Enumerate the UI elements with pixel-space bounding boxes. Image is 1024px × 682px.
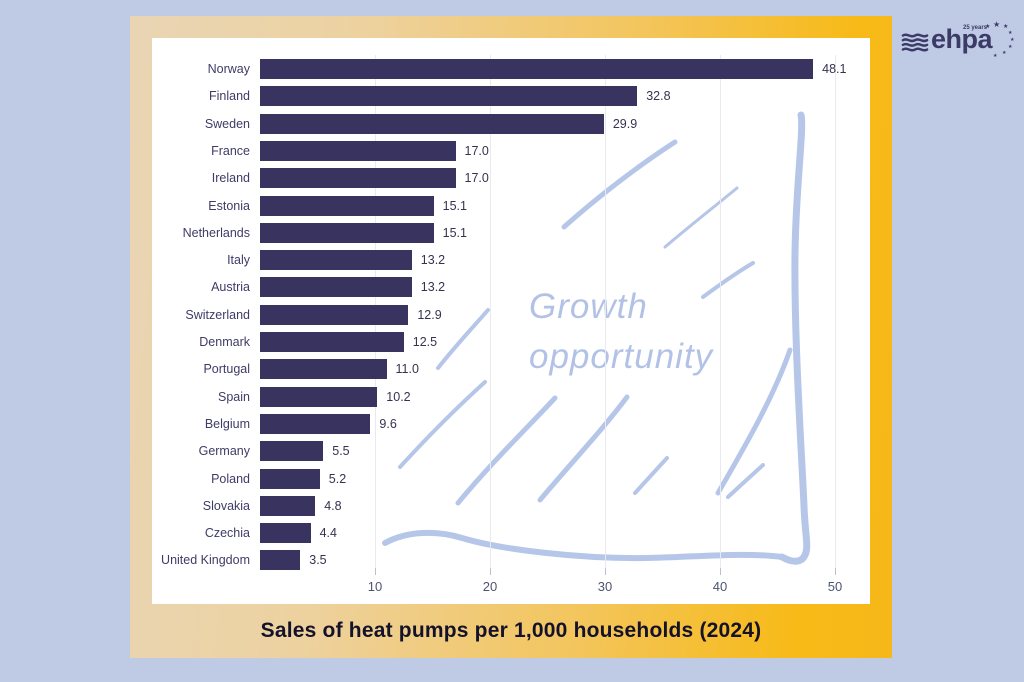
bar <box>260 140 456 161</box>
value-label: 10.2 <box>386 389 411 404</box>
country-label: Poland <box>211 471 250 486</box>
value-label: 17.0 <box>464 143 489 158</box>
bar <box>260 250 412 271</box>
sketch-stroke <box>561 139 678 230</box>
x-axis-tick <box>835 568 836 575</box>
sketch-stroke <box>436 308 490 370</box>
bar <box>260 550 301 571</box>
sketch-stroke <box>663 186 739 249</box>
eu-star-icon <box>993 54 997 59</box>
growth-note-line2: opportunity <box>529 337 714 376</box>
bar <box>260 441 324 462</box>
eu-star-icon <box>993 21 1000 29</box>
value-label: 5.2 <box>328 471 347 486</box>
x-axis-tick <box>605 568 606 575</box>
sketch-bottom-line <box>382 529 785 562</box>
x-tick-label: 30 <box>597 579 613 594</box>
country-label: Austria <box>211 280 250 295</box>
country-label: Portugal <box>203 362 250 377</box>
gridline <box>605 55 606 568</box>
country-label: Netherlands <box>182 225 250 240</box>
logo-anniversary-text: 25 years <box>963 25 988 31</box>
growth-note-line1: Growth <box>529 287 648 326</box>
country-label: Belgium <box>204 416 250 431</box>
value-label: 5.5 <box>332 444 350 459</box>
country-label: Switzerland <box>185 307 250 322</box>
value-label: 12.9 <box>417 307 442 322</box>
country-label: Estonia <box>208 198 250 213</box>
country-label: Ireland <box>211 171 250 186</box>
country-label: Spain <box>218 389 250 404</box>
country-label: Italy <box>227 253 250 268</box>
eu-star-icon <box>1010 38 1014 43</box>
chart-card: Growth opportunity 10 20 30 40 50 Norway 48.1 F… <box>130 16 892 658</box>
x-tick-label: 20 <box>482 579 498 594</box>
sketch-vertical-line <box>778 111 811 565</box>
value-label: 15.1 <box>442 225 467 240</box>
waves-icon <box>901 33 929 52</box>
value-label: 15.1 <box>442 198 467 213</box>
bar <box>260 277 412 298</box>
value-label: 29.9 <box>612 116 638 131</box>
bar <box>260 523 311 544</box>
x-axis-tick <box>490 568 491 575</box>
sketch-stroke <box>633 456 669 495</box>
gridline <box>835 55 836 568</box>
value-label: 4.4 <box>319 526 337 541</box>
bar <box>260 495 316 516</box>
bar <box>260 168 456 189</box>
eu-star-icon <box>985 24 990 30</box>
value-label: 17.0 <box>464 171 489 186</box>
bar <box>260 304 409 325</box>
country-label: Norway <box>207 62 250 76</box>
x-tick-label: 50 <box>827 579 843 594</box>
bar <box>260 86 638 107</box>
chart-title: Sales of heat pumps per 1,000 households… <box>260 619 762 642</box>
gridline <box>490 55 491 568</box>
eu-star-icon <box>1008 45 1012 50</box>
sketch-stroke <box>398 380 487 469</box>
sketch-stroke <box>715 347 793 496</box>
bar <box>260 359 387 380</box>
x-axis-tick <box>720 568 721 575</box>
bar <box>260 413 371 434</box>
x-axis-tick <box>375 568 376 575</box>
gridline <box>720 55 721 568</box>
bar <box>260 332 404 352</box>
x-tick-label: 40 <box>712 579 728 594</box>
sketch-stroke <box>537 394 630 503</box>
x-tick-label: 10 <box>367 579 383 594</box>
value-label: 9.6 <box>379 416 397 431</box>
sketch-stroke <box>455 395 558 506</box>
bar <box>260 386 378 407</box>
value-label: 11.0 <box>395 362 419 377</box>
country-label: Sweden <box>204 116 250 131</box>
bar <box>260 222 434 243</box>
country-label: Finland <box>209 89 250 104</box>
value-label: 48.1 <box>822 62 847 76</box>
logo-brand-text: ehpa <box>931 24 993 54</box>
bar <box>260 113 604 134</box>
country-label: Slovakia <box>202 498 250 513</box>
country-label: Denmark <box>199 335 250 349</box>
bar <box>260 195 434 216</box>
bar <box>260 59 814 79</box>
value-label: 4.8 <box>324 498 342 513</box>
eu-star-icon <box>1002 51 1006 56</box>
bar <box>260 468 320 489</box>
eu-star-icon <box>1008 31 1012 36</box>
country-label: Czechia <box>204 526 250 541</box>
value-label: 3.5 <box>309 553 327 568</box>
country-label: United Kingdom <box>161 553 250 568</box>
chart-panel: Growth opportunity 10 20 30 40 50 Norway 48.1 F… <box>152 38 870 604</box>
value-label: 13.2 <box>420 253 446 268</box>
value-label: 13.2 <box>420 280 446 295</box>
growth-opportunity-note: Growth opportunity <box>529 282 713 382</box>
sketch-stroke <box>726 463 765 499</box>
value-label: 32.8 <box>646 89 671 104</box>
country-label: Germany <box>198 444 250 459</box>
ehpa-logo: ehpa 25 years <box>901 24 1017 62</box>
value-label: 12.5 <box>412 335 438 349</box>
country-label: France <box>211 143 250 158</box>
